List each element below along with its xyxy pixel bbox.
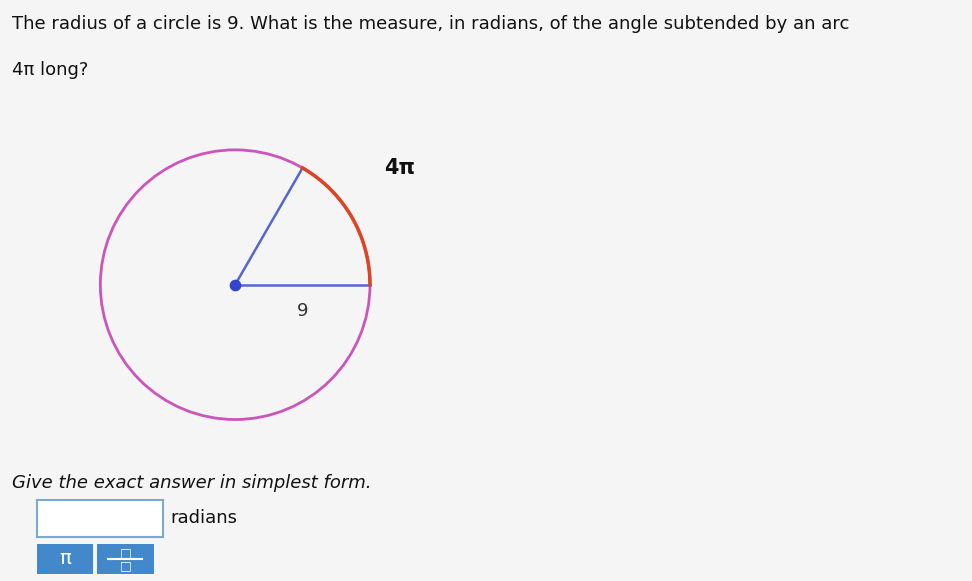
Text: □: □ <box>120 559 131 572</box>
Text: Give the exact answer in simplest form.: Give the exact answer in simplest form. <box>12 474 371 492</box>
Text: 4π: 4π <box>384 158 415 178</box>
Text: radians: radians <box>170 510 237 527</box>
Text: 4π long?: 4π long? <box>12 61 88 79</box>
Text: □: □ <box>120 546 131 559</box>
Text: π: π <box>59 550 71 568</box>
Point <box>227 280 243 289</box>
Text: The radius of a circle is 9. What is the measure, in radians, of the angle subte: The radius of a circle is 9. What is the… <box>12 15 849 33</box>
Text: 9: 9 <box>296 302 308 320</box>
